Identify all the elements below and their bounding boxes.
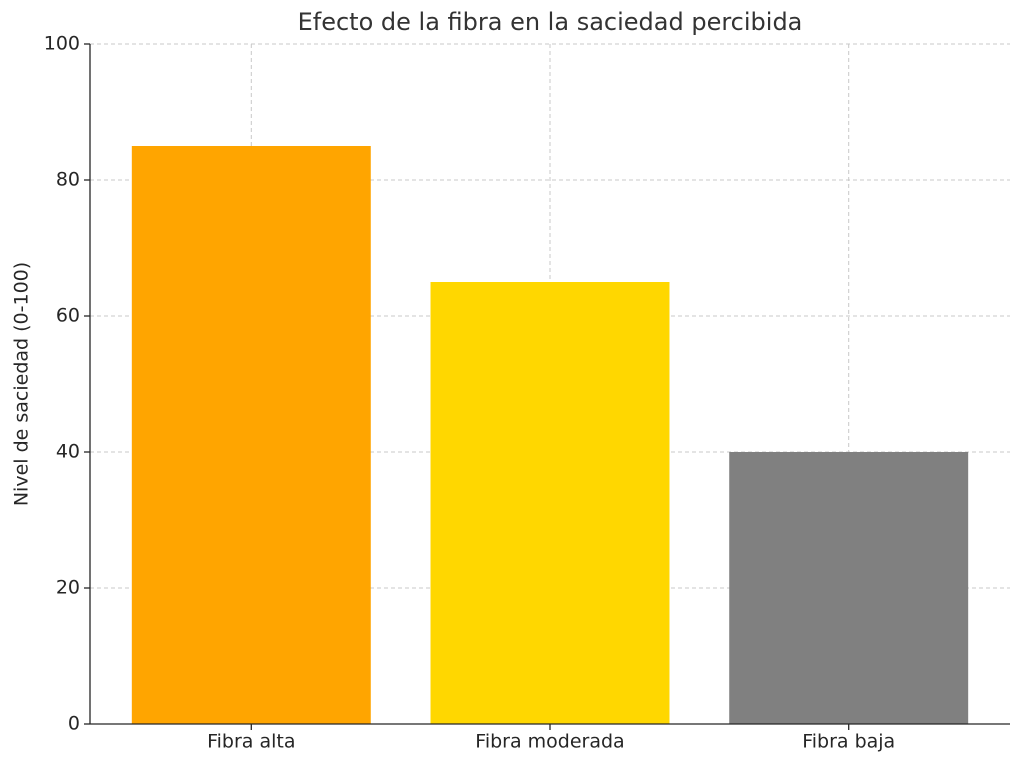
bar (131, 146, 371, 724)
x-tick-label: Fibra baja (802, 731, 895, 753)
y-tick-label: 80 (56, 169, 80, 191)
y-tick-label: 100 (44, 33, 80, 55)
y-axis-label: Nivel de saciedad (0-100) (11, 262, 33, 506)
y-tick-label: 20 (56, 577, 80, 599)
chart-title: Efecto de la fibra en la saciedad percib… (298, 8, 803, 36)
y-tick-label: 0 (68, 713, 80, 735)
y-tick-label: 60 (56, 305, 80, 327)
x-tick-label: Fibra alta (207, 731, 295, 753)
bar (430, 282, 670, 724)
x-tick-label: Fibra moderada (475, 731, 624, 753)
bar (729, 452, 969, 724)
y-tick-label: 40 (56, 441, 80, 463)
